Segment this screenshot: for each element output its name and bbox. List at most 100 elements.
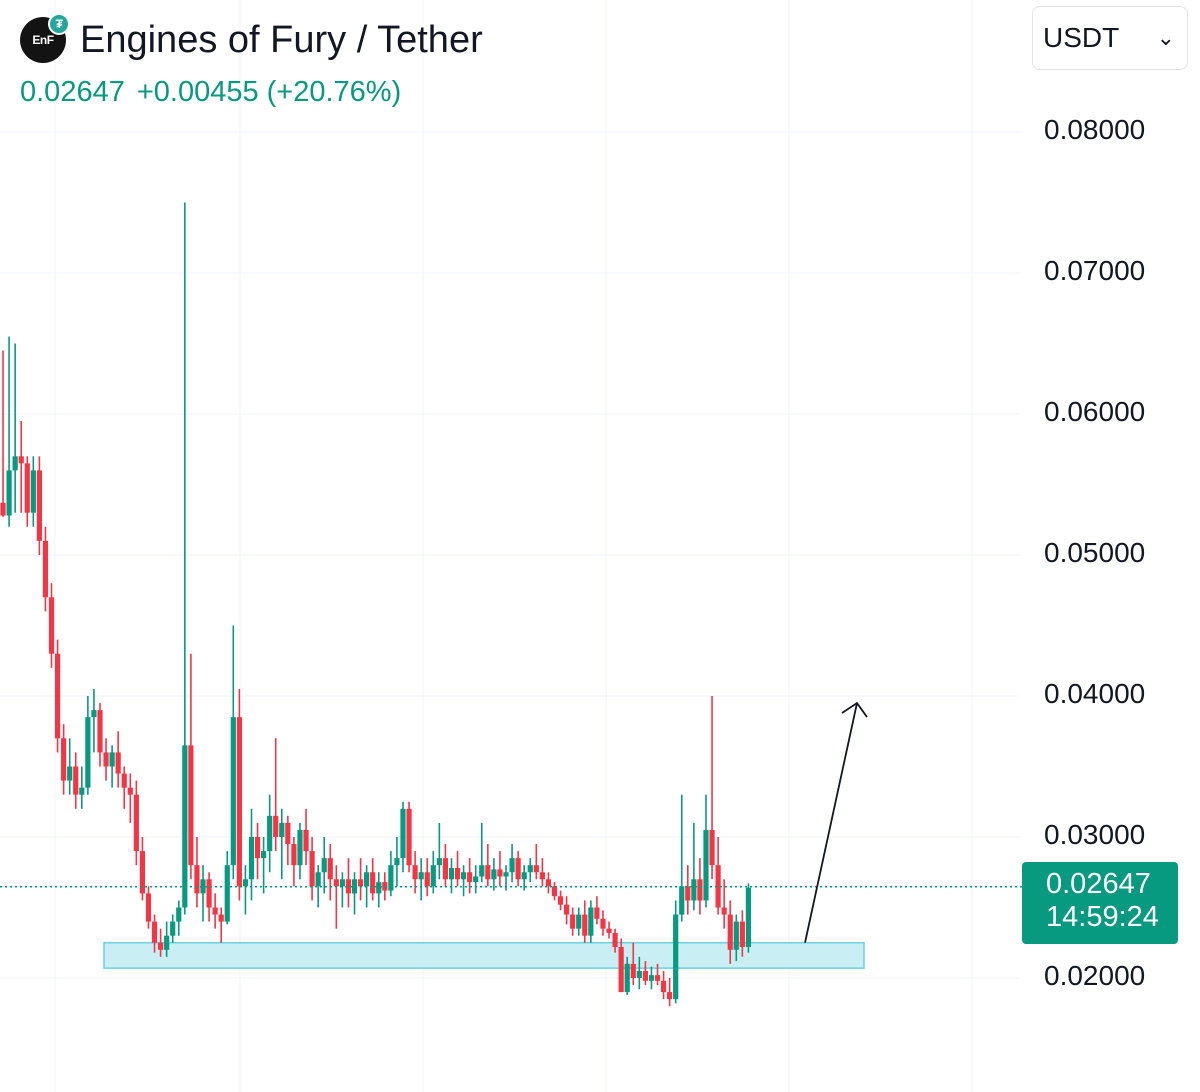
candle-body [236,717,242,887]
candle-body [297,829,303,866]
candle-body [545,879,552,887]
price-change: +0.00455 (+20.76%) [136,76,402,108]
chart-grid [0,0,1020,1092]
candle-bearish [97,703,103,767]
candle-body [139,851,146,894]
candle-bearish [539,858,545,887]
candle-body [721,907,727,915]
y-tick-label: 0.02000 [1044,960,1146,991]
candle-body [242,879,249,887]
candle-body [418,872,424,880]
candle-body [667,992,673,1000]
candle-bearish [48,583,55,668]
candle-body [606,928,612,933]
candle-bearish [139,837,146,901]
y-tick-label: 0.06000 [1044,396,1146,427]
candle-bearish [557,890,564,911]
candle-body [151,921,158,943]
currency-select-value: USDT [1043,22,1120,53]
candle-body [79,787,85,795]
candle-bearish [467,858,473,894]
candle-body [42,540,49,598]
candle-body [394,858,400,866]
last-price-tag-price: 0.02647 [1046,868,1151,900]
tether-icon: ₮ [48,13,70,35]
candle-bearish [18,421,24,513]
candle-body [539,872,545,880]
candle-body [442,858,449,880]
candle-body [467,872,473,883]
candle-bearish [0,350,6,517]
candle-bullish [527,858,533,883]
candle-bearish [533,844,539,880]
candle-body [521,872,527,880]
candle-body [406,808,412,866]
candle-bullish [242,865,249,915]
y-tick-label: 0.05000 [1044,537,1146,568]
candle-body [733,921,739,950]
candle-body [97,710,103,753]
candle-bullish [679,794,685,922]
candle-bullish [30,456,36,527]
candle-bearish [333,865,339,929]
candle-body [715,865,721,908]
candle-bearish [327,844,333,901]
candle-bullish [109,745,115,788]
candle-body [91,710,97,718]
candle-body [321,858,327,873]
currency-select[interactable]: USDT ⌄ [1032,6,1188,70]
candle-bullish [745,883,752,953]
candle-body [660,980,667,993]
candle-body [673,914,679,1000]
candle-bullish [624,956,630,995]
pair-title: Engines of Fury / Tether [80,18,483,61]
candle-body [127,787,133,795]
candle-body [279,822,285,837]
y-tick-label: 0.08000 [1044,114,1146,145]
candle-bullish [521,865,527,891]
candle-body [194,865,200,894]
candle-body [654,975,661,981]
candle-bearish [709,696,715,880]
candle-body [164,935,170,950]
candle-bearish [606,921,612,939]
candle-bullish [200,865,206,922]
projection-arrow [804,702,858,943]
candle-bearish [42,526,49,612]
candle-bearish [564,896,570,925]
candle-body [697,879,703,901]
candle-body [309,851,315,887]
candle-body [218,914,224,922]
candle-body [212,907,218,915]
candle-body [479,865,485,877]
candle-body [491,869,497,880]
candle-body [176,907,182,922]
candle-body [509,858,515,873]
candle-bullish [351,872,358,915]
candle-bullish [91,688,97,753]
candle-body [400,808,406,859]
candle-body [412,865,418,880]
candle-bearish [236,688,242,901]
candle-body [376,882,382,894]
candle-bearish [73,752,79,809]
candle-body [497,869,503,877]
candle-bullish [430,851,436,894]
candle-bearish [612,928,618,953]
candle-body [582,914,588,936]
candle-bullish [267,794,273,873]
candle-body [618,946,624,993]
chart-overlays [0,701,1022,943]
candle-body [182,745,188,908]
chart-header: EnF ₮ Engines of Fury / Tether 0.02647 +0… [20,13,483,109]
candle-bullish [6,336,12,527]
candle-bearish [103,738,109,781]
candle-body [327,858,333,880]
candle-body [24,463,30,513]
candle-bearish [454,851,461,887]
token-logo-icon: EnF ₮ [20,13,70,63]
candle-body [745,887,752,947]
candle-body [12,456,18,471]
candle-body [267,815,273,852]
